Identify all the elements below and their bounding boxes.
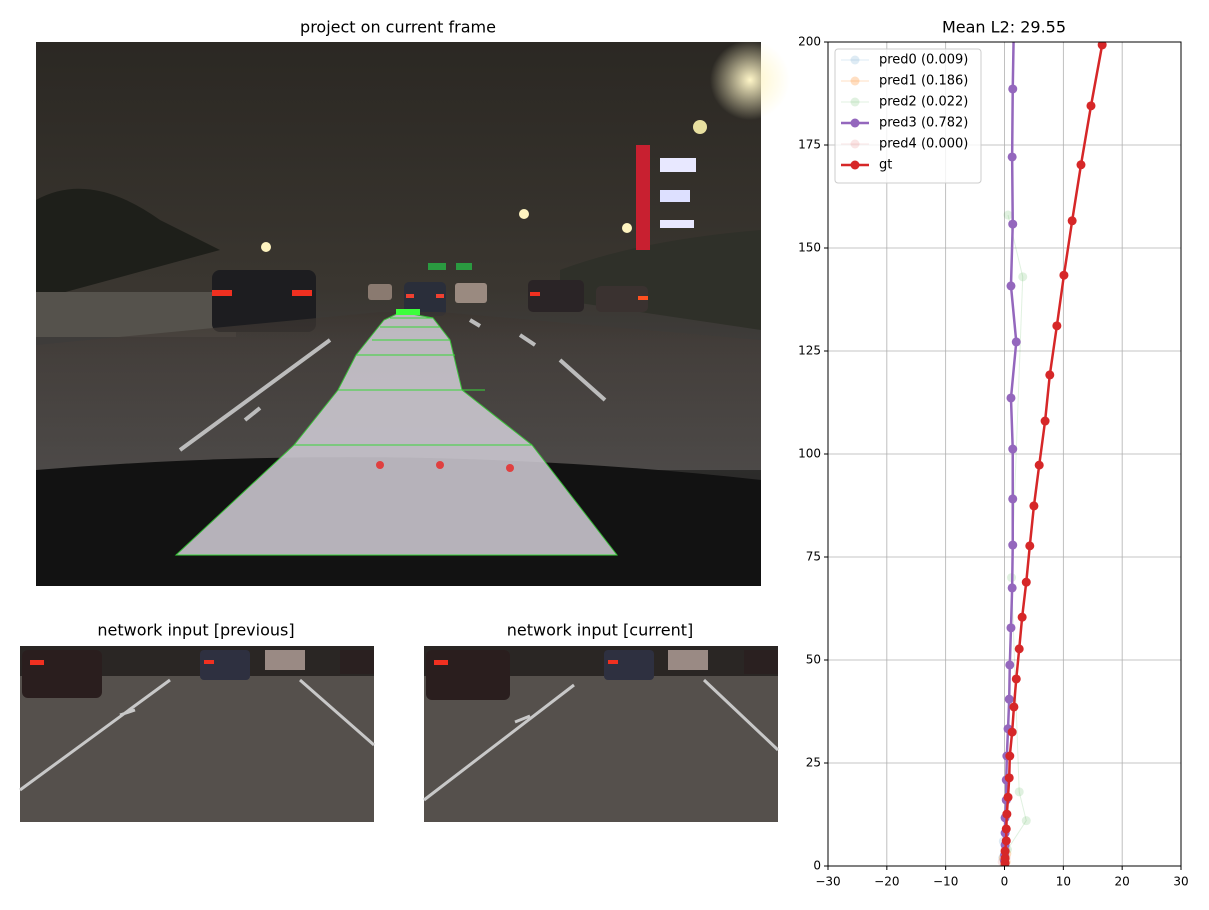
series-point [1014, 644, 1024, 654]
legend-marker [850, 139, 860, 149]
legend: pred0 (0.009) pred1 (0.186) pred2 (0.022) p… [834, 48, 982, 184]
series-point [1021, 816, 1031, 826]
series-point [1076, 160, 1086, 170]
legend-marker [850, 55, 860, 65]
series-point [1007, 727, 1017, 737]
series-point [1008, 540, 1018, 550]
y-tick-label: 200 [798, 35, 821, 49]
x-tick-label: −20 [874, 875, 899, 889]
series-point [1008, 219, 1018, 229]
series-point [1029, 501, 1039, 511]
x-tick-label: 10 [1056, 875, 1071, 889]
legend-marker [850, 97, 860, 107]
series-point [1001, 824, 1011, 834]
input-image-current [423, 646, 780, 822]
camera-image [36, 40, 790, 586]
series-point [1008, 84, 1018, 94]
series-point [1086, 101, 1096, 111]
y-tick-label: 100 [798, 447, 821, 461]
series-point [1002, 809, 1012, 819]
y-tick-label: 150 [798, 241, 821, 255]
series-point [1011, 674, 1021, 684]
series-point [1001, 836, 1011, 846]
series-point [1006, 623, 1016, 633]
series-point [1021, 577, 1031, 587]
series-point [1005, 660, 1015, 670]
series-point [1052, 321, 1062, 331]
legend-box [834, 48, 982, 184]
x-tick-label: 20 [1115, 875, 1130, 889]
series-point [1007, 152, 1017, 162]
input-image-previous [19, 646, 375, 822]
x-tick-label: −10 [933, 875, 958, 889]
panel-title: project on current frame [300, 18, 496, 37]
legend-label: pred1 (0.186) [879, 74, 968, 89]
y-tick-label: 175 [798, 138, 821, 152]
x-tick-label: 30 [1173, 875, 1188, 889]
series-point [1000, 853, 1010, 863]
legend-label: pred4 (0.000) [879, 137, 968, 152]
legend-label: gt [879, 158, 892, 173]
plot-frame [827, 41, 1182, 867]
series-point [1004, 694, 1014, 704]
series-point [1014, 787, 1024, 797]
legend-label: pred3 (0.782) [879, 116, 968, 131]
legend-marker [850, 76, 860, 86]
series-point [1025, 541, 1035, 551]
y-tick-label: 0 [813, 859, 821, 873]
series-point [1034, 460, 1044, 470]
series-point [1006, 393, 1016, 403]
series-point [1018, 272, 1028, 282]
series-point [1067, 216, 1077, 226]
series-point [1059, 270, 1069, 280]
legend-label: pred2 (0.022) [879, 95, 968, 110]
y-tick-label: 25 [806, 756, 821, 770]
series-point [1008, 494, 1018, 504]
series-point [1008, 444, 1018, 454]
series-point [1005, 751, 1015, 761]
panel-title: network input [previous] [97, 621, 294, 640]
series-point [1040, 416, 1050, 426]
series-point [1097, 42, 1107, 50]
legend-label: pred0 (0.009) [879, 53, 968, 68]
y-tick-label: 50 [806, 653, 821, 667]
chart-title: Mean L2: 29.55 [942, 18, 1066, 37]
series-point [1011, 337, 1021, 347]
x-tick-label: 0 [1001, 875, 1009, 889]
legend-marker [850, 118, 860, 128]
series-point [1004, 773, 1014, 783]
panel-title: network input [current] [507, 621, 694, 640]
series-point [1006, 281, 1016, 291]
series-point [1045, 370, 1055, 380]
series-point [1007, 583, 1017, 593]
y-tick-label: 125 [798, 344, 821, 358]
series-point [1003, 210, 1013, 220]
plot-series [997, 42, 1107, 866]
y-tick-label: 75 [806, 550, 821, 564]
series-point [1003, 792, 1013, 802]
series-point [1009, 702, 1019, 712]
series-point [1017, 612, 1027, 622]
legend-marker [850, 160, 860, 170]
series-point [1000, 846, 1010, 856]
x-tick-label: −30 [815, 875, 840, 889]
